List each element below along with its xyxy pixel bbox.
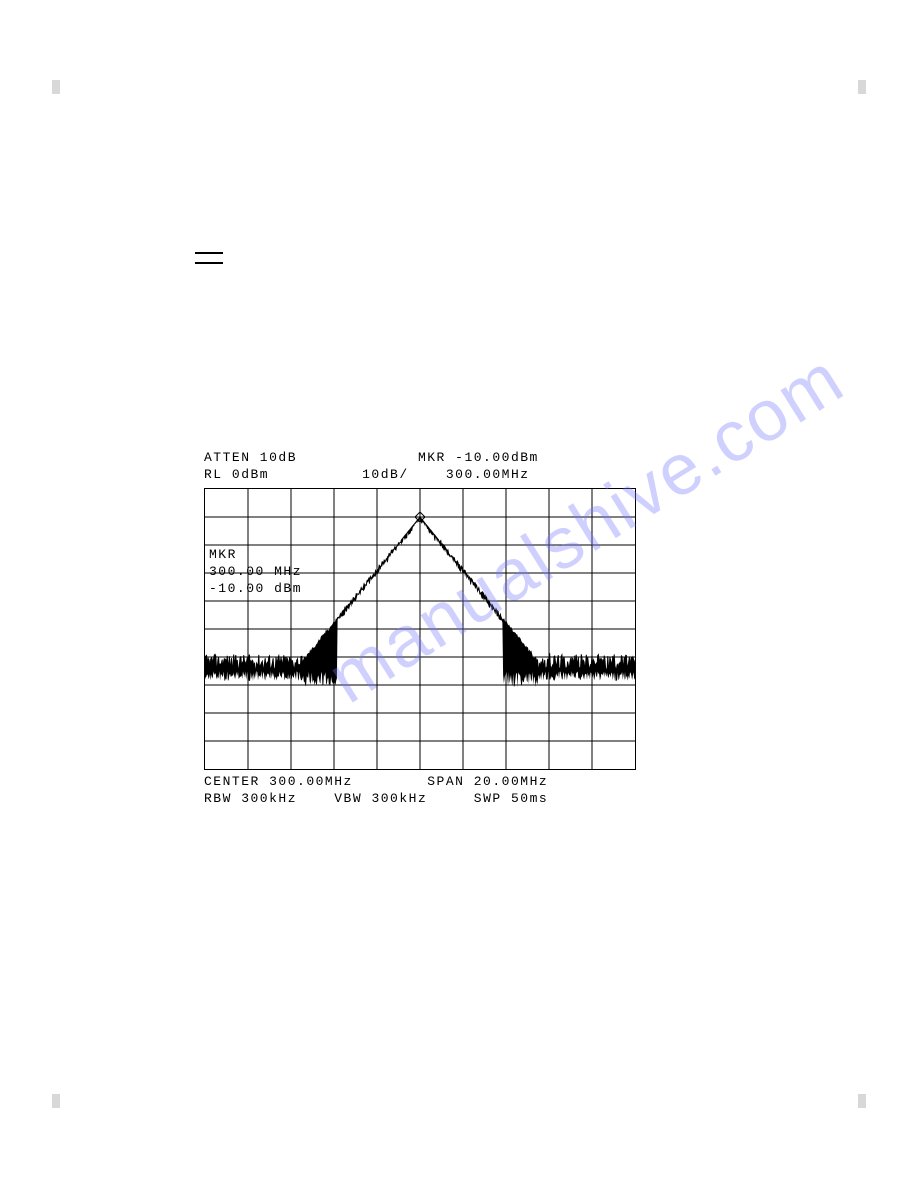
span-label: SPAN 20.00MHz [427, 774, 548, 789]
mkr-power-text: -10.00 dBm [209, 581, 302, 596]
scale-label: 10dB/ [362, 467, 409, 482]
mkr-freq-label: 300.00MHz [446, 467, 530, 482]
analyzer-bottom-labels: CENTER 300.00MHz SPAN 20.00MHz RBW 300kH… [204, 774, 644, 808]
mkr-text: MKR [209, 547, 237, 562]
page: ATTEN 10dB MKR -10.00dBm RL 0dBm 10dB/ 3… [0, 0, 918, 1188]
spectrum-analyzer-screenshot: ATTEN 10dB MKR -10.00dBm RL 0dBm 10dB/ 3… [204, 450, 644, 808]
center-label: CENTER 300.00MHz [204, 774, 353, 789]
corner-mark [52, 1094, 60, 1108]
corner-mark [52, 80, 60, 94]
swp-label: SWP 50ms [474, 791, 548, 806]
hamburger-icon [195, 252, 223, 254]
analyzer-grid: MKR 300.00 MHz -10.00 dBm [204, 488, 636, 770]
vbw-label: VBW 300kHz [334, 791, 427, 806]
analyzer-top-labels: ATTEN 10dB MKR -10.00dBm RL 0dBm 10dB/ 3… [204, 450, 644, 484]
analyzer-svg [205, 489, 635, 769]
mkr-power-label: MKR -10.00dBm [418, 450, 539, 465]
corner-mark [858, 80, 866, 94]
atten-label: ATTEN 10dB [204, 450, 297, 465]
corner-mark [858, 1094, 866, 1108]
mkr-freq-text: 300.00 MHz [209, 564, 302, 579]
ref-level-label: RL 0dBm [204, 467, 269, 482]
rbw-label: RBW 300kHz [204, 791, 297, 806]
mkr-box: MKR 300.00 MHz -10.00 dBm [209, 547, 302, 598]
